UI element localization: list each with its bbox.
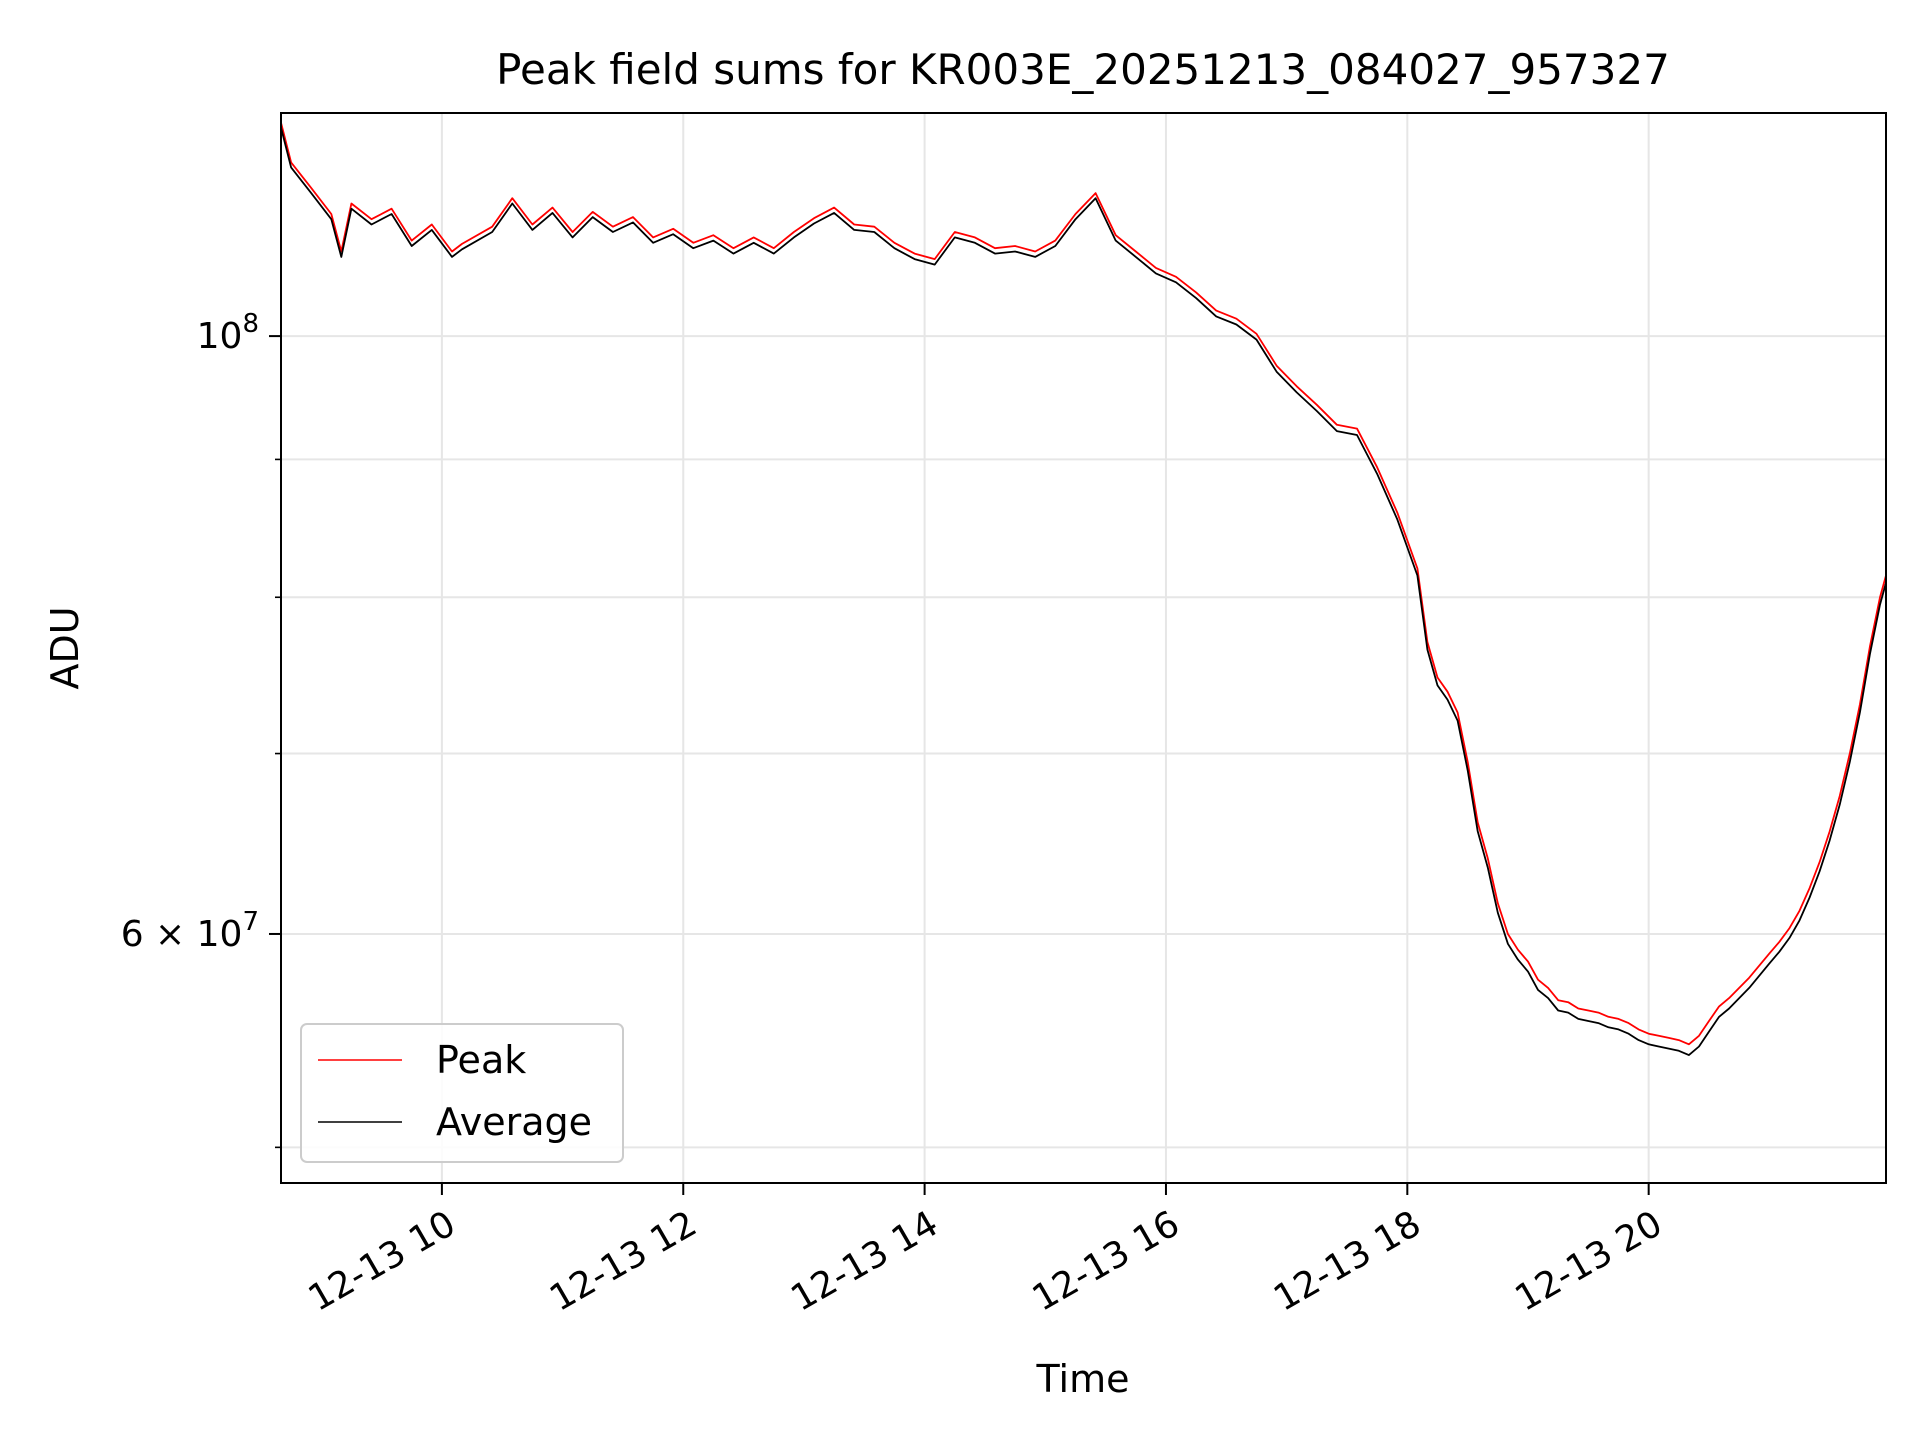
legend-label-peak: Peak (436, 1038, 526, 1082)
y-tick-label: 6 × 107 (121, 907, 259, 955)
y-axis-label: ADU (43, 606, 87, 689)
y-tick-label: 108 (197, 309, 259, 357)
legend: Peak Average (300, 1023, 624, 1163)
series-line-average (281, 127, 1886, 1056)
plot-frame (280, 112, 1887, 1184)
y-axis-ticks: 108 6 × 107 (121, 309, 281, 1149)
series-layer (281, 122, 1886, 1056)
legend-box (300, 1023, 624, 1163)
grid (281, 113, 1886, 1183)
legend-label-average: Average (436, 1100, 592, 1144)
x-axis-label: Time (1036, 1357, 1130, 1401)
chart-title: Peak field sums for KR003E_20251213_0840… (496, 45, 1670, 94)
series-line-peak (281, 122, 1886, 1046)
